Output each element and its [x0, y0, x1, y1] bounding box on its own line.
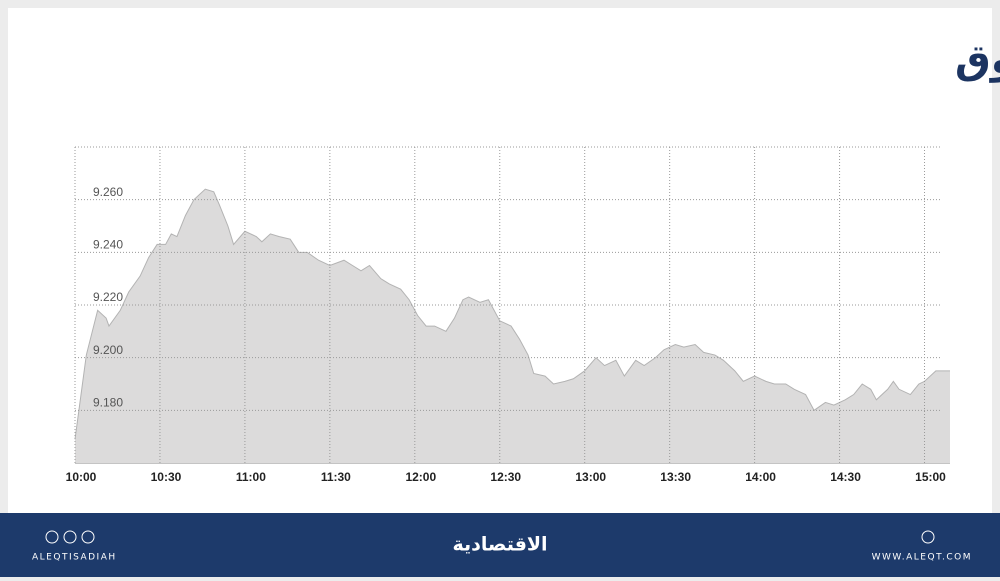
- x-tick-label: 12:30: [490, 470, 521, 484]
- area: [75, 189, 950, 463]
- footer-band: [0, 513, 1000, 577]
- x-tick-label: 13:30: [660, 470, 691, 484]
- y-tick-label: 9.220: [93, 290, 123, 304]
- y-tick-label: 9.260: [93, 185, 123, 199]
- twitter-icon[interactable]: [81, 530, 95, 544]
- footer-handle: ALEQTISADIAH: [32, 553, 117, 563]
- x-tick-label: 10:30: [151, 470, 182, 484]
- plot: 9.180 9.200 9.220 9.240 9.260 10:00 10:30 11:00…: [66, 147, 950, 484]
- x-tick-label: 10:00: [66, 470, 97, 484]
- chart-title: مؤشر السوق: [955, 37, 1000, 83]
- area-line: [74, 188, 950, 440]
- x-tick-label: 14:30: [830, 470, 861, 484]
- x-tick-label: 11:30: [321, 470, 351, 484]
- x-tick-label: 13:00: [575, 470, 606, 484]
- y-tick-label: 9.240: [93, 238, 123, 252]
- facebook-icon[interactable]: [63, 530, 77, 544]
- y-tick-label: 9.180: [93, 396, 123, 410]
- x-tick-label: 15:00: [915, 470, 946, 484]
- instagram-icon[interactable]: [45, 530, 59, 544]
- x-tick-label: 11:00: [236, 470, 266, 484]
- y-tick-label: 9.200: [93, 343, 123, 357]
- footer-site: WWW.ALEQT.COM: [872, 553, 972, 563]
- footer-logo: الاقتصادية: [452, 534, 547, 556]
- x-tick-label: 12:00: [405, 470, 436, 484]
- web-icon[interactable]: [921, 530, 935, 544]
- x-tick-label: 14:00: [745, 470, 776, 484]
